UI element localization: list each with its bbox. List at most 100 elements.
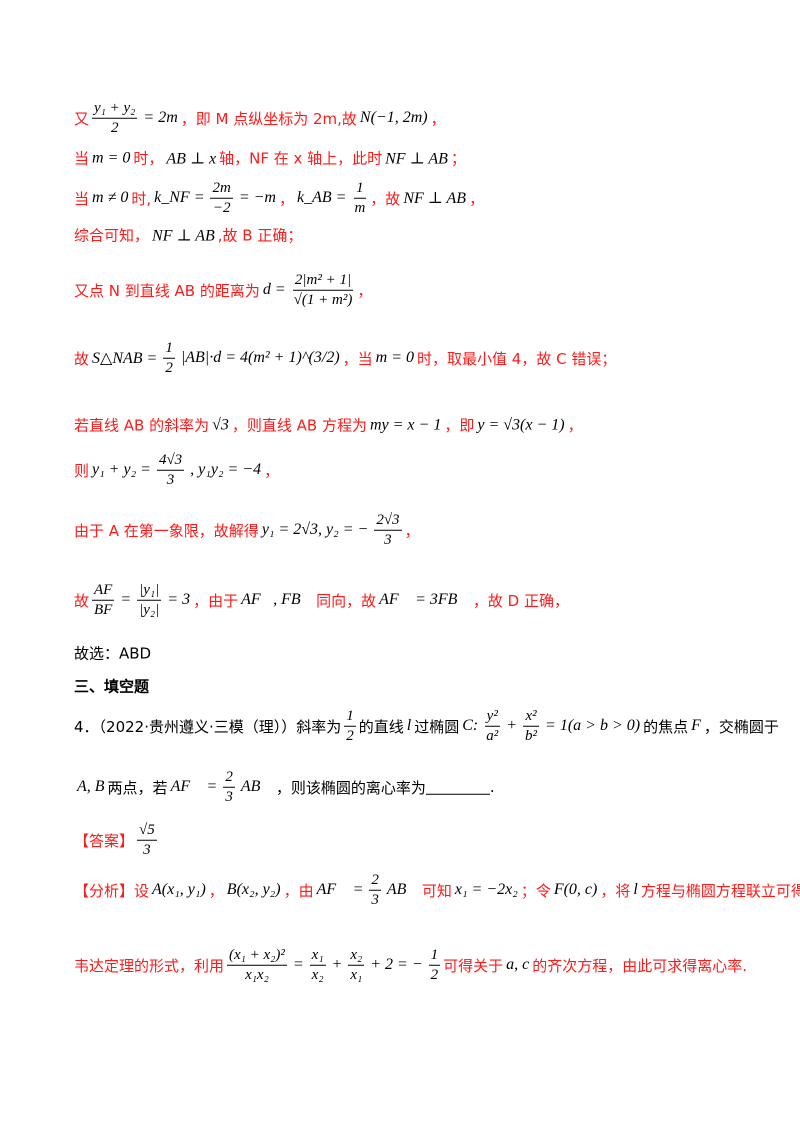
- denominator: 3: [384, 531, 392, 548]
- text-segment: ；令: [520, 881, 551, 900]
- text-segment: ，: [567, 416, 583, 435]
- text-segment: 时，取最小值 4，故 C 错误；: [417, 349, 617, 368]
- text-line: 【答案】 √5 3: [74, 821, 160, 860]
- text-segment: ，: [264, 461, 280, 480]
- numerator: √5: [137, 821, 157, 841]
- text-line: 则 y₁ + y₂ = 4√3 3 , y₁y₂ = −4，: [74, 451, 279, 490]
- text-segment: 的焦点: [643, 717, 689, 736]
- text-segment: 又: [74, 109, 90, 128]
- text-segment: ；: [450, 149, 466, 168]
- denominator: 2: [110, 119, 119, 136]
- numerator: x₂: [348, 946, 365, 966]
- text-line: A, B 两点，若 AF⃗ = 2 3 AB⃗ ，则该椭圆的离心率为.: [74, 768, 495, 807]
- text-segment: 的直线: [358, 717, 404, 736]
- math-expression: S△NAB =: [92, 350, 158, 367]
- numerator: 2: [223, 768, 235, 788]
- fraction: 2m −2: [210, 179, 233, 218]
- denominator: 3: [225, 788, 233, 805]
- text-segment: ，: [404, 521, 420, 540]
- fraction: y² a²: [484, 707, 500, 746]
- text-segment: 两点，若: [107, 778, 168, 797]
- math-expression: m = 0: [92, 149, 131, 166]
- math-expression: √3: [212, 416, 229, 433]
- text-segment: 当: [74, 189, 90, 208]
- text-segment: ，: [430, 109, 446, 128]
- denominator: x₁: [350, 966, 363, 983]
- fraction: 2√3 3: [374, 511, 402, 550]
- math-expression: y = √3(x − 1): [477, 416, 565, 433]
- text-line: 又 y₁ + y₂ 2 = 2m ，即 M 点纵坐标为 2m,故 N(−1, 2m)，: [74, 99, 446, 138]
- text-segment: 当: [74, 149, 90, 168]
- denominator: m: [354, 199, 366, 216]
- text-line: 由于 A 在第一象限，故解得 y₁ = 2√3, y₂ = −2√3 3，: [74, 511, 420, 550]
- denominator: BF: [94, 601, 113, 618]
- math-expression: AF⃗, FB⃗: [241, 591, 314, 608]
- numerator: 1: [354, 179, 366, 199]
- denominator: x₁x₂: [245, 966, 269, 983]
- text-segment: 韦达定理的形式，利用: [74, 956, 225, 975]
- text-segment: 时，: [133, 149, 164, 168]
- numerator: 4√3: [156, 451, 185, 471]
- math-expression: = 3: [167, 591, 191, 608]
- math-expression: +: [506, 717, 518, 734]
- fraction: √5 3: [137, 821, 157, 860]
- numerator: x²: [523, 707, 539, 727]
- numerator: 2m: [210, 179, 233, 199]
- text-segment: 的齐次方程，由此可求得离心率.: [532, 956, 748, 975]
- text-segment: 可得关于: [443, 956, 504, 975]
- numerator: 2√3: [374, 511, 402, 531]
- numerator: y²: [484, 707, 500, 727]
- text-segment: 轴，NF 在 x 轴上，此时: [219, 149, 383, 168]
- math-expression: NF ⊥ AB: [385, 150, 448, 167]
- denominator: 3: [371, 891, 379, 908]
- text-segment: ，将: [600, 881, 631, 900]
- fraction: x₂ x₁: [348, 946, 365, 985]
- math-expression: d =: [262, 281, 286, 298]
- denominator: |y₂|: [139, 601, 160, 618]
- text-segment: ，则直线 AB 方程为: [231, 416, 367, 435]
- text-segment: 【答案】: [74, 831, 135, 850]
- math-expression: = −m: [238, 189, 276, 206]
- math-expression: l: [406, 717, 412, 734]
- text-segment: 【分析】设: [74, 881, 150, 900]
- text-line: 若直线 AB 的斜率为 √3 ，则直线 AB 方程为 my = x − 1 ，即 y = …: [74, 415, 583, 436]
- math-expression: AB⃗: [386, 881, 419, 898]
- math-expression: +: [331, 956, 343, 973]
- text-segment: ，由于: [193, 591, 239, 610]
- math-expression: = 1(a > b > 0): [545, 717, 641, 734]
- denominator: 2: [430, 966, 439, 983]
- math-expression: y₁ = 2√3, y₂ = −: [261, 521, 369, 538]
- text-segment: 同向，故: [316, 591, 377, 610]
- text-segment: 时,: [131, 189, 152, 208]
- text-segment: 综合可知，: [74, 226, 150, 245]
- numerator: |y₁|: [137, 581, 162, 601]
- text-line: 4．（2022·贵州遵义·三模（理））斜率为 1 2 的直线 l 过椭圆 C: y² a² + x²…: [74, 707, 779, 746]
- fraction: |y₁| |y₂|: [137, 581, 162, 620]
- math-expression: AB⃗: [240, 778, 273, 795]
- text-segment: 由于 A 在第一象限，故解得: [74, 521, 259, 540]
- denominator: 3: [166, 471, 175, 488]
- text-segment: ，当: [342, 349, 373, 368]
- math-expression: |AB|·d = 4(m² + 1)^(3/2): [180, 349, 340, 366]
- text-segment: 则: [74, 461, 90, 480]
- text-segment: 方程与椭圆方程联立可得: [640, 881, 800, 900]
- text-segment: 过椭圆: [414, 717, 460, 736]
- math-expression: = 2m: [143, 109, 178, 126]
- numerator: 1: [163, 339, 175, 359]
- math-expression: y₁ + y₂ =: [92, 461, 151, 478]
- text-line: 又点 N 到直线 AB 的距离为 d = 2|m² + 1| √(1 + m²)，: [74, 271, 372, 310]
- math-expression: =: [120, 591, 132, 608]
- text-segment: ，故: [370, 189, 401, 208]
- denominator: √(1 + m²): [293, 291, 353, 308]
- numerator: 2|m² + 1|: [292, 271, 354, 291]
- math-expression: B(x₂, y₂): [226, 881, 281, 898]
- math-expression: C:: [462, 717, 479, 734]
- text-segment: ，即: [444, 416, 475, 435]
- math-expression: AF⃗ = 3FB⃗: [379, 591, 470, 608]
- text-segment: 可知: [421, 881, 452, 900]
